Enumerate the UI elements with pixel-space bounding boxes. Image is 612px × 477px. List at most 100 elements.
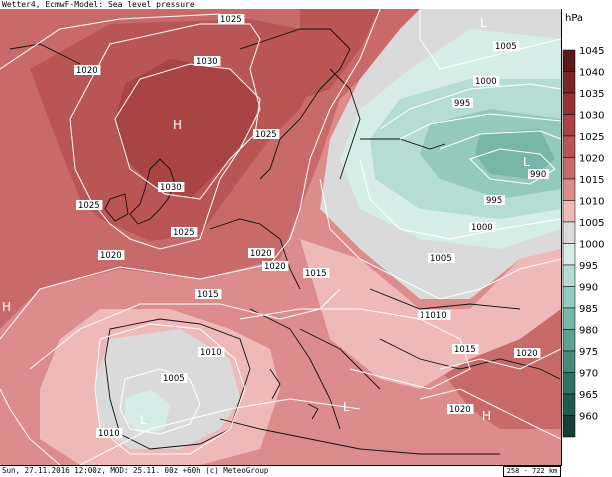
- legend-swatch: [562, 92, 576, 115]
- field-985: [475, 129, 555, 179]
- isobar-label-bg: [428, 253, 455, 263]
- isobar-label: 1020: [264, 262, 286, 272]
- legend-swatch: [562, 307, 576, 330]
- legend-level-label: 965: [579, 390, 598, 401]
- low-pressure-marker: L: [480, 16, 487, 30]
- legend-swatch: [562, 393, 576, 416]
- isobar-label-bg: [262, 261, 289, 271]
- legend-swatch: [562, 243, 576, 266]
- map-title: Wetter4, EcmwF-Model: Sea level pressure: [2, 0, 195, 9]
- isobar-label-bg: [96, 428, 123, 438]
- legend-level-label: 960: [579, 412, 598, 423]
- legend-level-label: 990: [579, 283, 598, 294]
- isobar-label-bg: [447, 404, 474, 414]
- low-pressure-marker: L: [343, 400, 350, 414]
- field-1025-north: [300, 9, 380, 99]
- field-1000-iberia: [125, 389, 170, 434]
- isobar-label: 1020: [76, 66, 98, 76]
- legend-level-label: 980: [579, 326, 598, 337]
- isobar-label: 1000: [471, 223, 493, 233]
- isobar-label-bg: [74, 65, 101, 75]
- legend-swatch: [562, 157, 576, 180]
- isobar-label: 1005: [163, 374, 185, 384]
- isobar-label-bg: [195, 289, 222, 299]
- isobar-label: 990: [530, 170, 546, 180]
- legend-swatch: [562, 71, 576, 94]
- legend-level-label: 1035: [579, 89, 604, 100]
- legend-swatch: [562, 350, 576, 373]
- isobar-label-bg: [484, 195, 505, 205]
- isobar-label: 1010: [200, 348, 222, 358]
- isobar-label-bg: [469, 222, 496, 232]
- legend-level-label: 1005: [579, 218, 604, 229]
- isobar-label-bg: [253, 129, 280, 139]
- legend-unit-label: hPa: [565, 13, 584, 24]
- isobar-label-bg: [452, 98, 473, 108]
- isobar-label: 1015: [454, 345, 476, 355]
- isobar-label-bg: [423, 310, 450, 320]
- isobar-label-bg: [528, 169, 549, 179]
- isobar-label: 1025: [255, 130, 277, 140]
- legend-level-label: 1020: [579, 154, 604, 165]
- legend-level-label: 1030: [579, 111, 604, 122]
- isobar-label: 1020: [516, 349, 538, 359]
- high-pressure-marker: H: [173, 118, 182, 132]
- isobar-label: 1020: [449, 405, 471, 415]
- isobar-label: 1025: [220, 15, 242, 25]
- legend-swatch: [562, 372, 576, 395]
- legend-swatch: [562, 415, 576, 438]
- isobar-label-bg: [303, 268, 330, 278]
- isobar-label-bg: [98, 250, 125, 260]
- isobar-label-bg: [158, 182, 185, 192]
- isobar-label-bg: [198, 347, 225, 357]
- legend-level-label: 1010: [579, 197, 604, 208]
- legend-level-label: 970: [579, 369, 598, 380]
- legend-level-label: 1000: [579, 240, 604, 251]
- isobar-label-bg: [452, 344, 479, 354]
- legend-swatch: [562, 114, 576, 137]
- pressure-map: 1025 1030 1020 1025 1030 1025 1025 1020 1020 1015…: [0, 9, 562, 466]
- isobar-label-bg: [76, 200, 103, 210]
- color-legend: 1045 1040 1035 1030 1025 1020 1015 1010 1005 1000…: [561, 9, 612, 465]
- legend-level-label: 985: [579, 304, 598, 315]
- isobar-label: 1025: [78, 201, 100, 211]
- low-pressure-marker: L: [523, 155, 530, 169]
- isobar-label: 995: [486, 196, 502, 206]
- isobar-label: 1025: [173, 228, 195, 238]
- legend-level-label: 995: [579, 261, 598, 272]
- isobar-label: 1015: [305, 269, 327, 279]
- legend-swatch: [562, 329, 576, 352]
- isobar-label: 1015: [197, 290, 219, 300]
- pressure-centers: H H H L L L L: [2, 16, 530, 427]
- legend-swatch: [562, 264, 576, 287]
- legend-swatch: [562, 49, 576, 72]
- isobar-label: 1005: [430, 254, 452, 264]
- legend-swatch: [562, 200, 576, 223]
- isobar-labels: 1025 1030 1020 1025 1030 1025 1025 1020 1020 1015…: [74, 14, 549, 439]
- isobar-label-bg: [218, 14, 245, 24]
- legend-swatch: [562, 221, 576, 244]
- high-pressure-marker: H: [2, 300, 11, 314]
- isobar-label-bg: [514, 348, 541, 358]
- legend-level-label: 1015: [579, 175, 604, 186]
- isobar-label: 1000: [475, 77, 497, 87]
- isobar-label-bg: [194, 56, 221, 66]
- legend-swatch: [562, 135, 576, 158]
- isobar-label: 1020: [250, 249, 272, 259]
- isobar-label-bg: [171, 227, 198, 237]
- isobar-label: 1020: [100, 251, 122, 261]
- high-pressure-marker: H: [482, 409, 491, 423]
- legend-level-label: 975: [579, 347, 598, 358]
- legend-level-label: 1040: [579, 68, 604, 79]
- legend-swatch: [562, 286, 576, 309]
- isobar-label-bg: [161, 373, 188, 383]
- isobar-label: 995: [454, 99, 470, 109]
- isobar-label-bg: [493, 41, 520, 51]
- legend-swatch: [562, 178, 576, 201]
- isobar-label: 1030: [196, 57, 218, 67]
- isobar-label-bg: [473, 76, 500, 86]
- isobar-label-bg: [248, 248, 275, 258]
- legend-level-label: 1025: [579, 132, 604, 143]
- isobar-label: 1010: [425, 311, 447, 321]
- map-scale: 258 - 722 km: [503, 466, 561, 477]
